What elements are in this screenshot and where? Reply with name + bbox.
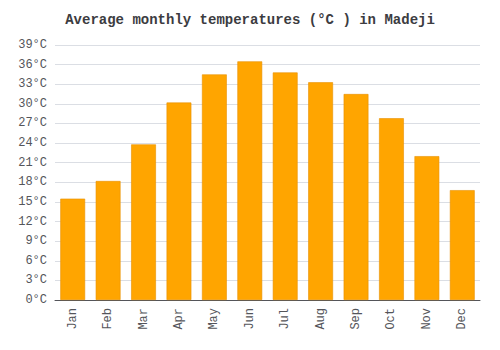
svg-text:12°C: 12°C [18,215,47,229]
svg-text:24°C: 24°C [18,136,47,150]
svg-text:9°C: 9°C [25,234,47,248]
svg-text:33°C: 33°C [18,77,47,91]
svg-text:Oct: Oct [384,308,398,330]
svg-text:30°C: 30°C [18,97,47,111]
svg-text:36°C: 36°C [18,58,47,72]
svg-text:Apr: Apr [172,308,186,330]
svg-text:Feb: Feb [101,308,115,330]
svg-text:Mar: Mar [137,308,151,330]
svg-text:0°C: 0°C [25,293,47,307]
svg-text:Jan: Jan [66,308,80,330]
svg-text:May: May [207,308,221,330]
svg-text:Aug: Aug [314,308,328,330]
svg-text:39°C: 39°C [18,38,47,52]
svg-text:Nov: Nov [420,308,434,330]
svg-text:Dec: Dec [455,308,469,330]
svg-text:21°C: 21°C [18,156,47,170]
svg-text:27°C: 27°C [18,116,47,130]
svg-text:3°C: 3°C [25,273,47,287]
svg-text:Average monthly temperatures (: Average monthly temperatures (°C ) in Ma… [65,12,435,28]
svg-text:18°C: 18°C [18,175,47,189]
svg-text:6°C: 6°C [25,254,47,268]
svg-text:Sep: Sep [349,308,363,330]
svg-text:Jun: Jun [243,308,257,330]
svg-text:15°C: 15°C [18,195,47,209]
svg-text:Jul: Jul [278,308,292,330]
